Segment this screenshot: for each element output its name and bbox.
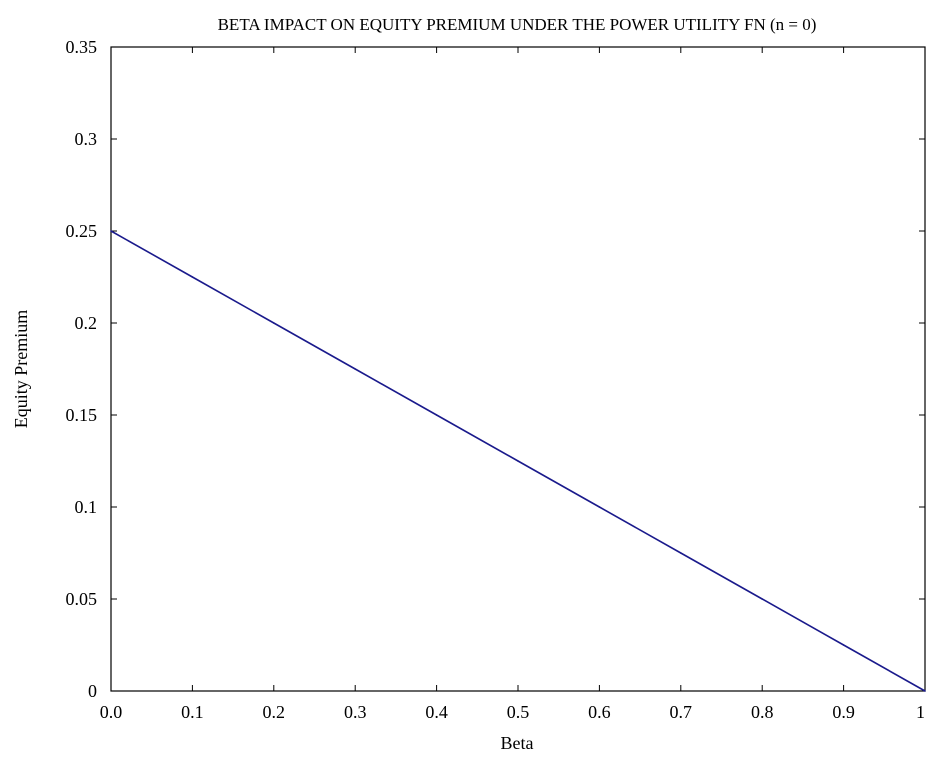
y-axis-label: Equity Premium [11, 310, 31, 429]
x-tick-label: 0.3 [344, 702, 367, 722]
x-tick-label: 0.0 [100, 702, 123, 722]
y-tick-label: 0.05 [66, 589, 98, 609]
y-tick-label: 0.3 [75, 129, 98, 149]
data-point [354, 368, 357, 370]
series-layer [110, 230, 926, 692]
data-point [273, 322, 275, 324]
x-tick-label: 0.4 [425, 702, 448, 722]
x-tick-label: 0.6 [588, 702, 611, 722]
y-tick-label: 0.35 [66, 37, 98, 57]
data-point [435, 414, 438, 416]
x-axis: 0.0 0.1 0.2 0.3 0.4 0.5 0.6 0.7 0.8 0.9 1 [100, 47, 926, 722]
x-tick-label: 0.8 [751, 702, 774, 722]
x-tick-label: 0.7 [670, 702, 693, 722]
data-point [517, 460, 519, 462]
plot-frame [110, 46, 926, 692]
x-axis-label: Beta [501, 733, 534, 753]
data-point [191, 276, 194, 278]
x-tick-label: 1 [916, 702, 925, 722]
y-axis: 0 0.05 0.1 0.15 0.2 0.25 0.3 0.35 [66, 37, 925, 701]
data-point [110, 230, 112, 232]
data-point [680, 552, 682, 554]
plot-area [110, 46, 926, 692]
chart-title: BETA IMPACT ON EQUITY PREMIUM UNDER THE … [218, 15, 817, 34]
x-tick-label: 0.1 [181, 702, 204, 722]
data-point [598, 506, 601, 508]
x-tick-label: 0.5 [507, 702, 530, 722]
data-point [761, 598, 763, 600]
y-tick-label: 0.1 [75, 497, 98, 517]
data-point [842, 644, 845, 646]
data-point [924, 690, 926, 692]
y-tick-label: 0.25 [66, 221, 98, 241]
x-tick-label: 0.9 [832, 702, 855, 722]
y-tick-label: 0.2 [75, 313, 98, 333]
x-tick-label: 0.2 [263, 702, 286, 722]
y-tick-label: 0 [88, 681, 97, 701]
y-tick-label: 0.15 [66, 405, 98, 425]
